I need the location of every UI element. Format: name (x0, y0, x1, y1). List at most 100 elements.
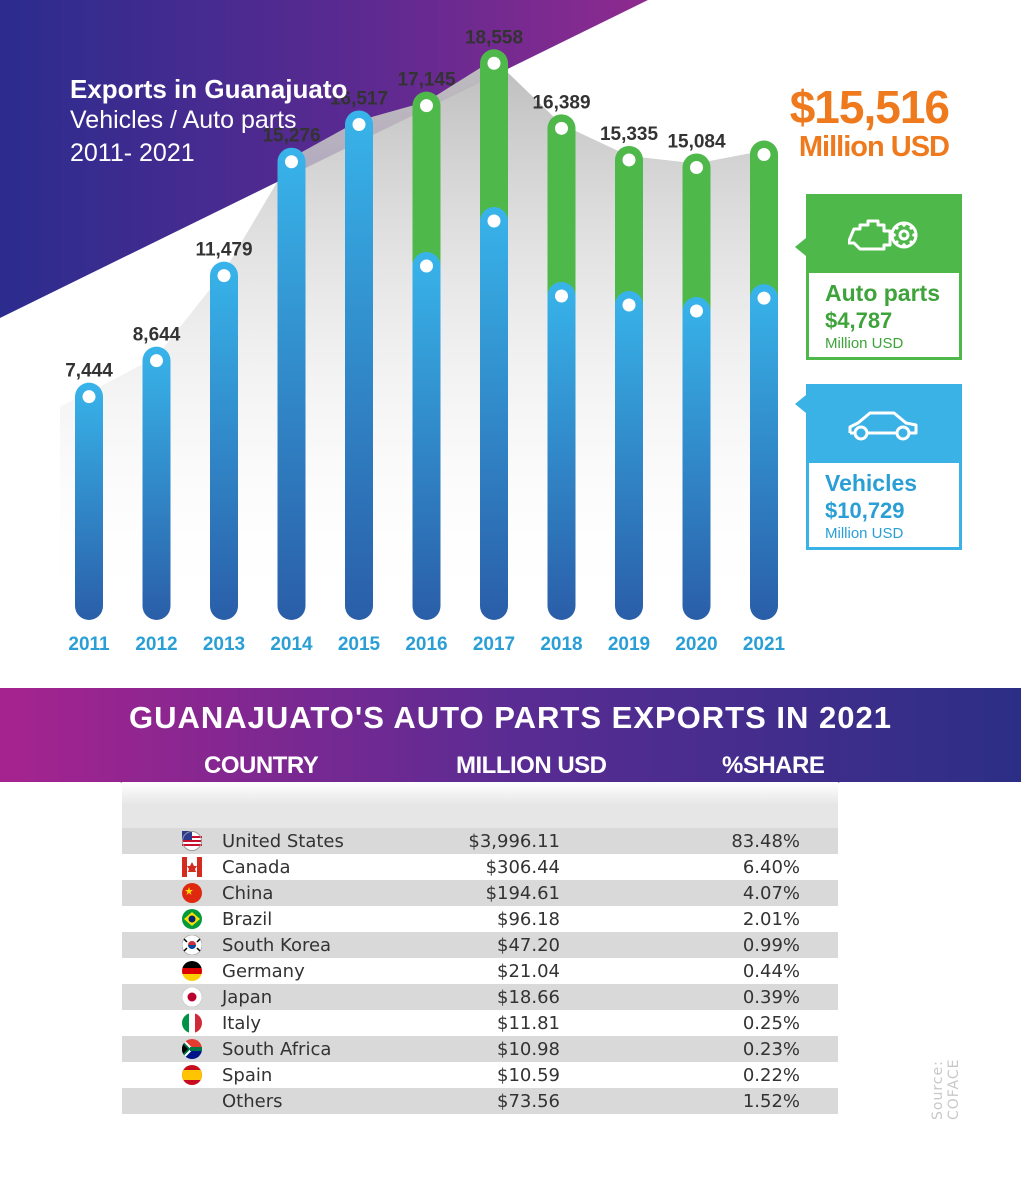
bar-top-marker-2020 (690, 160, 703, 174)
share-cell: 0.39% (742, 987, 800, 1008)
data-label-2014: 15,276 (262, 126, 320, 147)
x-tick-2014: 2014 (270, 634, 313, 655)
usd-cell: $18.66 (497, 987, 560, 1008)
bar-top-marker-2011 (82, 390, 96, 404)
share-cell: 0.99% (742, 935, 800, 956)
bar-auto-parts-2019 (615, 145, 643, 319)
share-cell: 0.44% (742, 961, 800, 982)
germany-flag-icon (182, 961, 202, 981)
legend-vehicles-value: $10,729 (825, 498, 905, 523)
table-row: China $194.61 4.07% (122, 880, 838, 906)
bar-split-marker-2020 (690, 304, 703, 318)
bar-auto-parts-2017 (480, 49, 508, 236)
column-header-country: COUNTRY (204, 752, 319, 779)
country-cell: China (222, 883, 274, 904)
south-korea-flag-icon (182, 935, 202, 955)
total-unit: Million USD (798, 131, 950, 163)
data-label-2012: 8,644 (133, 325, 181, 346)
table-row: Spain $10.59 0.22% (122, 1062, 838, 1088)
chart-title: Exports in Guanajuato (70, 74, 348, 104)
share-cell: 2.01% (742, 909, 800, 930)
share-cell: 1.52% (742, 1091, 800, 1112)
country-cell: Spain (222, 1065, 273, 1086)
bar-split-marker-2017 (487, 214, 501, 228)
bar-vehicles-2012 (142, 346, 171, 620)
share-cell: 0.23% (742, 1039, 800, 1060)
spain-flag-icon (182, 1065, 202, 1085)
country-cell: Canada (222, 857, 291, 878)
share-cell: 0.25% (742, 1013, 800, 1034)
bar-split-marker-2019 (622, 298, 636, 312)
country-cell: Italy (222, 1013, 262, 1034)
legend-vehicles-unit: Million USD (825, 525, 904, 542)
x-tick-2020: 2020 (675, 634, 717, 655)
legend-vehicles-label: Vehicles (825, 470, 918, 496)
bar-top-marker-2015 (352, 117, 366, 131)
bar-auto-parts-2016 (412, 91, 441, 281)
usd-cell: $194.61 (485, 883, 560, 904)
table-row: Canada $306.44 6.40% (122, 854, 838, 880)
data-label-2018: 16,389 (532, 92, 590, 113)
bar-vehicles-2020 (682, 297, 711, 620)
bar-split-marker-2018 (555, 289, 568, 303)
country-cell: South Korea (222, 935, 332, 956)
data-label-2016: 17,145 (397, 70, 456, 91)
bar-vehicles-2013 (210, 261, 238, 620)
usd-cell: $21.04 (497, 961, 560, 982)
bar-top-marker-2019 (622, 153, 636, 167)
bar-top-marker-2017 (487, 56, 501, 70)
country-cell: United States (222, 831, 344, 852)
share-cell: 6.40% (742, 857, 800, 878)
share-cell: 83.48% (731, 831, 800, 852)
x-tick-2017: 2017 (473, 634, 515, 655)
usd-cell: $10.98 (497, 1039, 560, 1060)
x-tick-2011: 2011 (68, 634, 110, 655)
bar-vehicles-2011 (75, 382, 103, 620)
bar-top-marker-2016 (420, 99, 433, 113)
bar-vehicles-2016 (412, 252, 441, 620)
bar-split-marker-2021 (757, 291, 771, 305)
table-row: South Korea $47.20 0.99% (122, 932, 838, 958)
china-flag-icon (182, 883, 202, 903)
bar-vehicles-2021 (750, 284, 778, 620)
bar-top-marker-2014 (285, 155, 298, 169)
usd-cell: $306.44 (485, 857, 560, 878)
usd-cell: $73.56 (497, 1091, 560, 1112)
share-cell: 4.07% (742, 883, 800, 904)
chart-year-range: 2011- 2021 (70, 139, 195, 167)
bar-auto-parts-2021 (750, 140, 778, 313)
x-tick-2015: 2015 (338, 634, 381, 655)
usd-cell: $96.18 (497, 909, 560, 930)
total-exports: $15,516 Million USD (790, 82, 950, 163)
x-tick-2016: 2016 (405, 634, 447, 655)
table-row: Japan $18.66 0.39% (122, 984, 838, 1010)
bar-auto-parts-2018 (547, 114, 576, 310)
country-cell: Others (222, 1091, 283, 1112)
data-label-2011: 7,444 (65, 361, 113, 382)
data-label-2019: 15,335 (600, 124, 659, 145)
data-label-2015: 16,517 (330, 88, 388, 109)
bar-top-marker-2013 (217, 269, 231, 283)
x-tick-2018: 2018 (540, 634, 582, 655)
bar-auto-parts-2020 (682, 153, 711, 325)
south-africa-flag-icon (182, 1039, 202, 1059)
bar-top-marker-2018 (555, 121, 568, 135)
canada-flag-icon (182, 857, 202, 877)
column-header-share: %SHARE (722, 752, 825, 779)
data-label-2017: 18,558 (465, 27, 523, 48)
bar-top-marker-2012 (150, 354, 163, 368)
legend-auto-parts-label: Auto parts (825, 280, 940, 306)
bar-vehicles-2017 (480, 207, 508, 620)
bar-top-marker-2021 (757, 148, 771, 162)
auto-parts-pointer-icon (795, 238, 806, 256)
table-header-band (0, 688, 1021, 808)
usd-cell: $10.59 (497, 1065, 560, 1086)
table-row: South Africa $10.98 0.23% (122, 1036, 838, 1062)
chart-subtitle: Vehicles / Auto parts (70, 106, 297, 134)
bar-vehicles-2019 (615, 291, 643, 620)
x-tick-2013: 2013 (203, 634, 245, 655)
data-label-2013: 11,479 (195, 240, 252, 261)
car-icon (848, 411, 918, 441)
